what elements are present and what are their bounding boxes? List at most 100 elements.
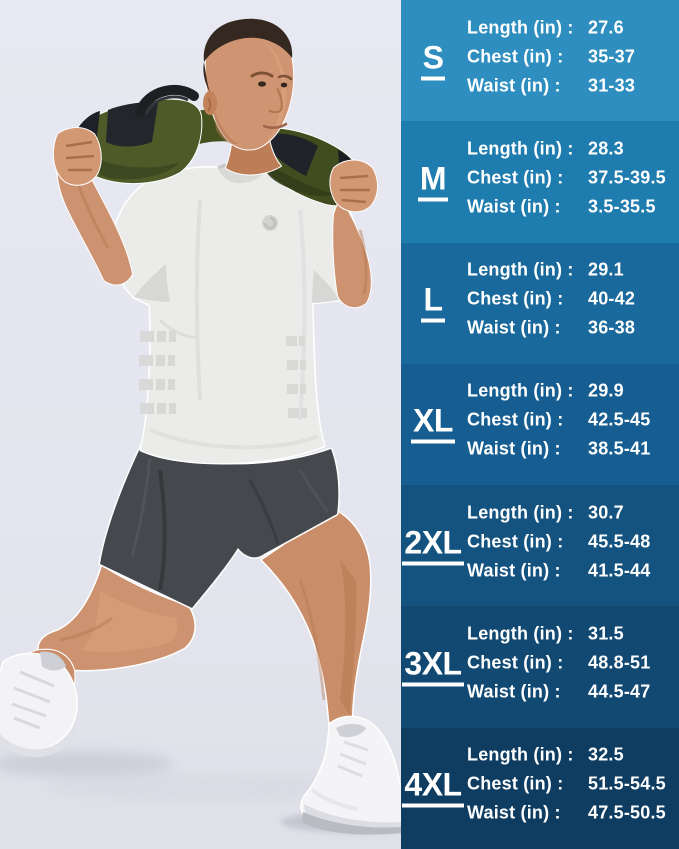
measurement-row: Length (in) : 27.6 — [467, 17, 677, 46]
size-label-text: 3XL — [402, 648, 464, 687]
measurement-label: Chest (in) : — [467, 288, 564, 309]
size-measurements: Length (in) : 27.6 Chest (in) : 35-37 Wais… — [467, 17, 677, 104]
measurement-value: 47.5-50.5 — [588, 802, 666, 823]
measurement-row: Chest (in) : 48.8-51 — [467, 653, 677, 682]
chest-logo — [262, 215, 278, 231]
measurement-label: Waist (in) : — [467, 681, 561, 702]
measurement-value: 29.9 — [588, 380, 624, 401]
size-measurements: Length (in) :32.5 Chest (in) :51.5-54.5 … — [467, 745, 677, 832]
measurement-row: Waist (in) : 47.5-50.5 — [467, 803, 677, 832]
size-band-2xl: 2XL Length (in) : 30.7 Chest (in) : 45.5-4… — [401, 485, 679, 607]
measurement-label: Waist (in) : — [467, 438, 561, 459]
measurement-label: Chest (in) : — [467, 531, 564, 552]
measurement-value: 37.5-39.5 — [588, 167, 666, 188]
measurement-value: 51.5-54.5 — [588, 773, 666, 794]
measurement-label: Length (in) : — [467, 259, 574, 280]
measurement-label: Waist (in) : — [467, 802, 561, 823]
size-label-text: M — [417, 162, 449, 202]
measurement-row: Chest (in) : 40-42 — [467, 289, 677, 318]
size-chart: S Length (in) : 27.6 Chest (in) : 35-37 Wa… — [401, 0, 679, 849]
measurement-value: 45.5-48 — [588, 531, 651, 552]
t-shirt — [110, 160, 362, 465]
measurement-row: Chest (in) : 51.5-54.5 — [467, 774, 677, 803]
measurement-label: Length (in) : — [467, 502, 574, 523]
measurement-row: Waist (in) : 44.5-47 — [467, 682, 677, 711]
measurement-row: Length (in) : 28.3 — [467, 138, 677, 167]
measurement-label: Chest (in) : — [467, 773, 564, 794]
measurement-label: Length (in) : — [467, 380, 574, 401]
shorts — [98, 444, 340, 610]
measurement-label: Length (in) : — [467, 623, 574, 644]
measurement-value: 31-33 — [588, 75, 636, 96]
size-label-text: XL — [411, 405, 455, 444]
measurement-value: 32.5 — [588, 744, 624, 765]
measurement-label: Length (in) : — [467, 17, 574, 38]
size-label: XL — [401, 405, 465, 444]
measurement-value: 42.5-45 — [588, 409, 651, 430]
size-measurements: Length (in) : 31.5 Chest (in) : 48.8-51 Wa… — [467, 624, 677, 711]
measurement-label: Length (in) : — [467, 744, 574, 765]
front-sneaker — [0, 651, 78, 758]
measurement-row: Length (in) : 31.5 — [467, 624, 677, 653]
size-label-text: S — [420, 41, 446, 81]
measurement-value: 44.5-47 — [588, 681, 651, 702]
measurement-label: Chest (in) : — [467, 652, 564, 673]
measurement-row: Chest (in) : 37.5-39.5 — [467, 167, 677, 196]
measurement-value: 38.5-41 — [588, 438, 651, 459]
measurement-label: Chest (in) : — [467, 409, 564, 430]
size-band-4xl: 4XL Length (in) : 32.5 Chest (in) : 51.5-5… — [401, 727, 679, 849]
measurement-row: Chest (in) : 45.5-48 — [467, 531, 677, 560]
measurement-label: Length (in) : — [467, 138, 574, 159]
size-label-text: L — [421, 284, 445, 323]
size-label-text: 2XL — [402, 526, 464, 566]
measurement-value: 41.5-44 — [588, 560, 651, 581]
measurement-row: Length (in) : 30.7 — [467, 502, 677, 531]
measurement-label: Waist (in) : — [467, 317, 561, 338]
stripe-print-right — [286, 336, 307, 418]
size-label: 4XL — [401, 769, 465, 808]
measurement-row: Waist (in) : 41.5-44 — [467, 560, 677, 589]
size-measurements: Length (in) : 29.1 Chest (in) : 40-42 Wais… — [467, 260, 677, 347]
measurement-row: Length (in) : 29.1 — [467, 260, 677, 289]
measurement-label: Chest (in) : — [467, 167, 564, 188]
size-band-xl: XL Length (in) : 29.9 Chest (in) : 42.5-45… — [401, 363, 679, 486]
product-photo — [0, 0, 401, 849]
back-sneaker — [300, 715, 401, 835]
left-arm — [52, 127, 133, 286]
stripe-print-left — [139, 331, 176, 414]
size-band-s: S Length (in) : 27.6 Chest (in) : 35-37 Wa… — [401, 0, 679, 122]
measurement-row: Chest (in) : 35-37 — [467, 46, 677, 75]
measurement-value: 27.6 — [588, 17, 624, 38]
size-label: 3XL — [401, 648, 465, 687]
size-label: L — [401, 284, 465, 323]
size-band-l: L Length (in) : 29.1 Chest (in) : 40-42 Wa… — [401, 242, 679, 364]
model-illustration — [0, 18, 401, 835]
measurement-row: Waist (in) : 38.5-41 — [467, 439, 677, 468]
measurement-row: Waist (in) : 31-33 — [467, 75, 677, 104]
measurement-value: 35-37 — [588, 46, 636, 67]
measurement-row: Length (in) : 29.9 — [467, 381, 677, 410]
measurement-value: 31.5 — [588, 623, 624, 644]
size-label-text: 4XL — [402, 769, 464, 808]
measurement-value: 30.7 — [588, 502, 624, 523]
size-label: M — [401, 162, 465, 202]
measurement-value: 48.8-51 — [588, 652, 651, 673]
measurement-label: Chest (in) : — [467, 46, 564, 67]
measurement-value: 29.1 — [588, 259, 624, 280]
size-label: S — [401, 41, 465, 81]
measurement-label: Waist (in) : — [467, 75, 561, 96]
right-arm — [329, 159, 378, 309]
size-label: 2XL — [401, 526, 465, 566]
measurement-value: 40-42 — [588, 288, 636, 309]
measurement-label: Waist (in) : — [467, 196, 561, 217]
size-measurements: Length (in) : 30.7 Chest (in) : 45.5-48 Wa… — [467, 502, 677, 589]
measurement-row: Chest (in) : 42.5-45 — [467, 410, 677, 439]
size-measurements: Length (in) :28.3 Chest (in) :37.5-39.5 … — [467, 138, 677, 225]
measurement-row: Waist (in) : 36-38 — [467, 318, 677, 347]
measurement-value: 36-38 — [588, 317, 636, 338]
size-band-m: M Length (in) : 28.3 Chest (in) : 37.5-39.… — [401, 121, 679, 243]
size-measurements: Length (in) : 29.9 Chest (in) : 42.5-45 Wa… — [467, 381, 677, 468]
size-band-3xl: 3XL Length (in) : 31.5 Chest (in) : 48.8-5… — [401, 606, 679, 728]
measurement-row: Waist (in) : 3.5-35.5 — [467, 196, 677, 225]
